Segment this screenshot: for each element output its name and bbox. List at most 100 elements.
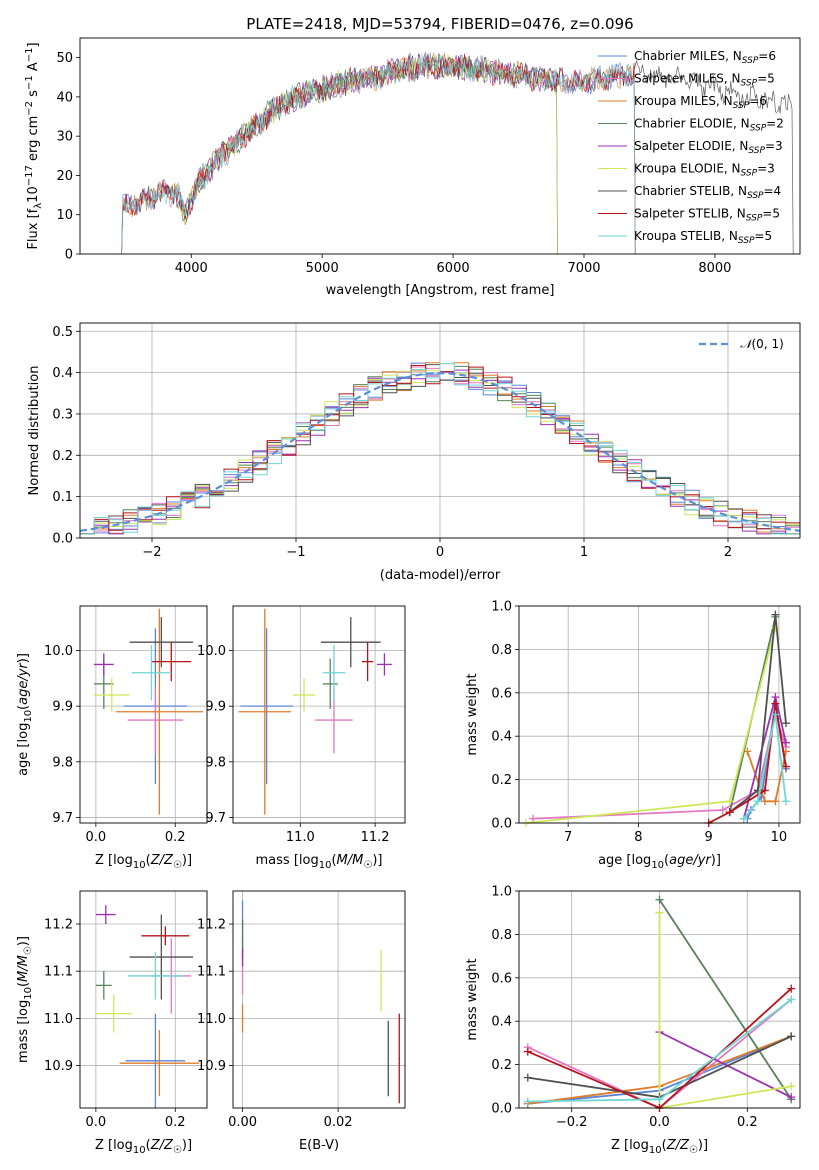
weight-marker [760, 797, 769, 806]
weight-marker [787, 1093, 796, 1102]
y-tick-label: 11.0 [197, 1012, 226, 1027]
y-axis-label: Normed distribution [27, 366, 42, 496]
data-point [158, 1062, 161, 1064]
x-axis-label: wavelength [Angstrom, rest frame] [326, 283, 555, 298]
x-tick-label: 7 [564, 830, 572, 845]
axes-frame [79, 322, 801, 539]
axes-frame [232, 605, 406, 824]
weight-marker [771, 710, 780, 719]
x-tick-label: 4000 [175, 261, 208, 276]
data-point [150, 671, 153, 674]
axes-frame [518, 890, 801, 1109]
data-point [383, 663, 386, 666]
y-tick-label: 10 [56, 208, 73, 223]
y-tick-label: 0.3 [52, 407, 73, 422]
y-tick-label: 9.8 [52, 755, 73, 770]
y-tick-label: 40 [56, 90, 73, 105]
data-point [329, 683, 332, 685]
age-vs-mass-panel: 11.0 11.2 9.7 9.8 9.9 10.0 mass [log10(M/M☉)] [197, 605, 406, 871]
weight-marker [771, 610, 780, 619]
x-tick-label: 1 [580, 545, 588, 560]
data-point [160, 641, 163, 643]
y-tick-label: 11.1 [44, 965, 73, 980]
data-point [241, 956, 244, 958]
y-tick-label: 0 [65, 248, 73, 263]
weight-marker [725, 797, 734, 806]
data-point [104, 913, 107, 916]
data-point [241, 937, 244, 939]
x-tick-label: 8 [634, 830, 642, 845]
y-tick-label: 0.5 [52, 325, 73, 340]
weight-marker [718, 805, 727, 814]
legend-label: Kroupa MILES, NSSP=6 [634, 94, 767, 111]
x-axis-label: age [log10(age/yr)] [598, 853, 721, 871]
data-point [241, 1017, 244, 1020]
weight-marker [781, 762, 790, 771]
legend-label: Salpeter MILES, NSSP=5 [634, 72, 775, 89]
legend-label: Kroupa STELIB, NSSP=5 [634, 229, 772, 246]
weight-marker [771, 797, 780, 806]
y-tick-label: 0.8 [491, 643, 512, 658]
weight-marker [725, 808, 734, 817]
x-tick-label: 2 [724, 545, 732, 560]
x-tick-label: 0.00 [228, 1115, 257, 1130]
data-point [170, 660, 173, 663]
y-tick-label: 0.2 [491, 773, 512, 788]
y-tick-label: 10.0 [44, 644, 73, 659]
x-axis-label: (data-model)/error [380, 568, 501, 583]
weight-marker [523, 1047, 532, 1056]
x-tick-label: −1 [286, 545, 305, 560]
data-point [387, 1057, 390, 1060]
x-tick-label: 0.0 [649, 1115, 670, 1130]
weight-line [658, 899, 792, 1100]
weight-marker [760, 786, 769, 795]
y-tick-label: 10.9 [197, 1059, 226, 1074]
data-point [103, 683, 105, 685]
data-point [366, 660, 369, 663]
legend-label: 𝒩(0, 1) [740, 337, 784, 351]
data-point [154, 719, 157, 721]
legend-label: Salpeter ELODIE, NSSP=3 [634, 139, 783, 156]
x-tick-label: 11.2 [361, 830, 390, 845]
weight-marker [787, 1032, 796, 1041]
x-tick-label: 8000 [698, 261, 731, 276]
axes-frame [79, 37, 801, 255]
y-axis-label: age [log10(age/yr)] [16, 653, 34, 776]
y-axis-label: mass [log10(M/M☉)] [16, 936, 34, 1063]
data-point [154, 1060, 157, 1062]
weight-marker [523, 1073, 532, 1082]
x-tick-label: 5000 [306, 261, 339, 276]
x-tick-label: 0.2 [165, 1115, 186, 1130]
y-tick-label: 9.9 [205, 700, 226, 715]
weight-line [525, 627, 777, 824]
data-point [241, 970, 244, 972]
y-tick-label: 11.2 [44, 918, 73, 933]
data-point [110, 694, 113, 696]
y-tick-label: 9.7 [205, 811, 226, 826]
data-point [398, 1057, 401, 1060]
weight-marker [771, 623, 780, 632]
weight-line [729, 614, 787, 813]
weight-marker [771, 699, 780, 708]
x-tick-label: 0.0 [86, 830, 107, 845]
mass-vs-ebv-panel: 0.00 0.02 10.9 11.0 11.1 11.2 E(B-V) [197, 890, 406, 1153]
y-tick-label: 30 [56, 130, 73, 145]
weight-marker [781, 719, 790, 728]
y-tick-label: 0.4 [52, 366, 73, 381]
data-point [333, 671, 335, 674]
mass-weight-vs-metallicity-panel: −0.2 0.0 0.2 0.0 0.2 0.4 0.6 0.8 1.0 Z [log10(Z/Z… [465, 885, 801, 1156]
x-tick-label: 0.2 [165, 830, 186, 845]
x-tick-label: 0 [436, 545, 444, 560]
axes-frame [79, 605, 208, 824]
data-point [265, 705, 268, 707]
axes-frame [518, 605, 801, 824]
weight-marker [781, 797, 790, 806]
histogram-step [80, 362, 800, 535]
age-vs-metallicity-panel: 0.0 0.2 9.7 9.8 9.9 10.0 Z [log10(Z/Z☉)] age [l… [16, 605, 208, 871]
legend-label: Chabrier STELIB, NSSP=4 [634, 184, 781, 201]
mass-weight-vs-age-panel: 7 8 9 10 0.0 0.2 0.4 0.6 0.8 1.0 age [log10(age/yr… [465, 600, 801, 871]
y-tick-label: 1.0 [491, 600, 512, 615]
weight-marker [655, 895, 664, 904]
y-axis-label: mass weight [465, 958, 480, 1040]
